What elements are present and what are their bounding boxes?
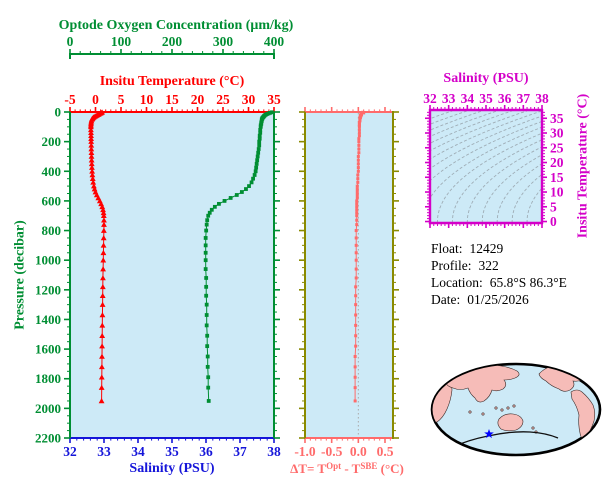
svg-text:36: 36 bbox=[498, 91, 512, 106]
svg-text:0: 0 bbox=[550, 214, 557, 229]
location-row: Location: 65.8°S 86.3°E bbox=[431, 274, 567, 291]
svg-text:5: 5 bbox=[118, 92, 125, 107]
delta-t-label-suffix: (°C) bbox=[377, 461, 404, 476]
svg-text:2200: 2200 bbox=[35, 431, 61, 446]
svg-text:1000: 1000 bbox=[35, 253, 61, 268]
svg-text:100: 100 bbox=[111, 34, 132, 49]
ts-isopycnal-contours bbox=[430, 110, 542, 223]
profile-number-row: Profile: 322 bbox=[431, 257, 567, 274]
svg-text:-0.5: -0.5 bbox=[321, 444, 343, 459]
svg-text:20: 20 bbox=[550, 155, 564, 170]
svg-text:1200: 1200 bbox=[35, 282, 61, 297]
svg-text:400: 400 bbox=[264, 34, 285, 49]
delta-t-profile-curve bbox=[353, 110, 366, 403]
delta-t-label-sup-opt: Opt bbox=[326, 461, 342, 471]
svg-text:0: 0 bbox=[55, 105, 62, 120]
pressure-axis-title: Pressure (decibar) bbox=[12, 220, 28, 330]
svg-text:35: 35 bbox=[267, 92, 281, 107]
float-id-value: 12429 bbox=[469, 241, 504, 256]
svg-text:33: 33 bbox=[442, 91, 456, 106]
svg-text:35: 35 bbox=[550, 111, 564, 126]
svg-text:1800: 1800 bbox=[35, 371, 61, 386]
svg-text:600: 600 bbox=[42, 193, 62, 208]
svg-text:1600: 1600 bbox=[35, 342, 61, 357]
oxygen-profile-curve bbox=[203, 110, 274, 403]
svg-text:30: 30 bbox=[242, 92, 256, 107]
panel-backgrounds bbox=[70, 110, 542, 438]
svg-text:0.0: 0.0 bbox=[350, 444, 367, 459]
svg-text:0: 0 bbox=[67, 34, 74, 49]
svg-text:35: 35 bbox=[165, 444, 179, 459]
svg-text:32: 32 bbox=[63, 444, 77, 459]
svg-text:200: 200 bbox=[162, 34, 183, 49]
temperature-profile-curve bbox=[88, 109, 107, 404]
svg-text:5: 5 bbox=[550, 199, 557, 214]
float-id-row: Float: 12429 bbox=[431, 240, 567, 257]
svg-text:15: 15 bbox=[165, 92, 179, 107]
oxygen-axis-title: Optode Oxygen Concentration (μm/kg) bbox=[58, 18, 294, 33]
svg-text:10: 10 bbox=[550, 185, 564, 200]
svg-text:1400: 1400 bbox=[35, 312, 61, 327]
ts-temperature-axis-title: Insitu Temperature (°C) bbox=[575, 93, 591, 239]
float-id-label: Float: bbox=[431, 241, 463, 256]
svg-text:38: 38 bbox=[267, 444, 281, 459]
svg-text:25: 25 bbox=[550, 140, 564, 155]
date-row: Date: 01/25/2026 bbox=[431, 291, 567, 308]
salinity-axis-title: Salinity (PSU) bbox=[129, 461, 215, 476]
date-label: Date: bbox=[431, 292, 461, 307]
location-value: 65.8°S 86.3°E bbox=[489, 275, 567, 290]
svg-text:2000: 2000 bbox=[35, 401, 61, 416]
svg-text:-1.0: -1.0 bbox=[294, 444, 316, 459]
svg-text:800: 800 bbox=[42, 223, 62, 238]
profile-number-value: 322 bbox=[478, 258, 499, 273]
world-map bbox=[430, 362, 602, 457]
float-location-star-marker bbox=[484, 429, 494, 439]
svg-text:34: 34 bbox=[131, 444, 145, 459]
svg-text:25: 25 bbox=[216, 92, 230, 107]
svg-text:36: 36 bbox=[199, 444, 213, 459]
svg-text:37: 37 bbox=[517, 91, 531, 106]
svg-text:35: 35 bbox=[479, 91, 493, 106]
antarctica-coastline bbox=[452, 431, 559, 448]
svg-text:10: 10 bbox=[140, 92, 154, 107]
delta-t-axis-label: ΔT= TOpt - TSBE (°C) bbox=[275, 459, 419, 476]
temperature-axis-title: Insitu Temperature (°C) bbox=[99, 74, 245, 89]
svg-text:33: 33 bbox=[97, 444, 111, 459]
delta-t-label-mid: - T bbox=[341, 461, 361, 476]
svg-text:30: 30 bbox=[550, 126, 564, 141]
svg-text:38: 38 bbox=[535, 91, 549, 106]
svg-text:0: 0 bbox=[92, 92, 99, 107]
delta-t-label-sup-sbe: SBE bbox=[360, 461, 378, 471]
svg-text:0.5: 0.5 bbox=[377, 444, 394, 459]
delta-t-label-prefix: ΔT= T bbox=[290, 461, 327, 476]
location-label: Location: bbox=[431, 275, 483, 290]
svg-text:300: 300 bbox=[213, 34, 234, 49]
svg-text:34: 34 bbox=[461, 91, 475, 106]
svg-text:37: 37 bbox=[233, 444, 247, 459]
oxygen-axis: 0 100 200 300 400 bbox=[67, 34, 285, 59]
profile-number-label: Profile: bbox=[431, 258, 472, 273]
date-value: 01/25/2026 bbox=[467, 292, 529, 307]
svg-text:-5: -5 bbox=[64, 92, 75, 107]
ts-diagram-title: Salinity (PSU) bbox=[443, 71, 529, 86]
float-info-block: Float: 12429 Profile: 322 Location: 65.8°S … bbox=[431, 240, 567, 308]
svg-text:200: 200 bbox=[42, 134, 62, 149]
svg-text:32: 32 bbox=[423, 91, 437, 106]
delta-t-panel: -1.0 -0.5 0.0 0.5 bbox=[294, 107, 399, 459]
svg-text:15: 15 bbox=[550, 170, 564, 185]
svg-text:20: 20 bbox=[191, 92, 205, 107]
svg-text:400: 400 bbox=[42, 164, 62, 179]
